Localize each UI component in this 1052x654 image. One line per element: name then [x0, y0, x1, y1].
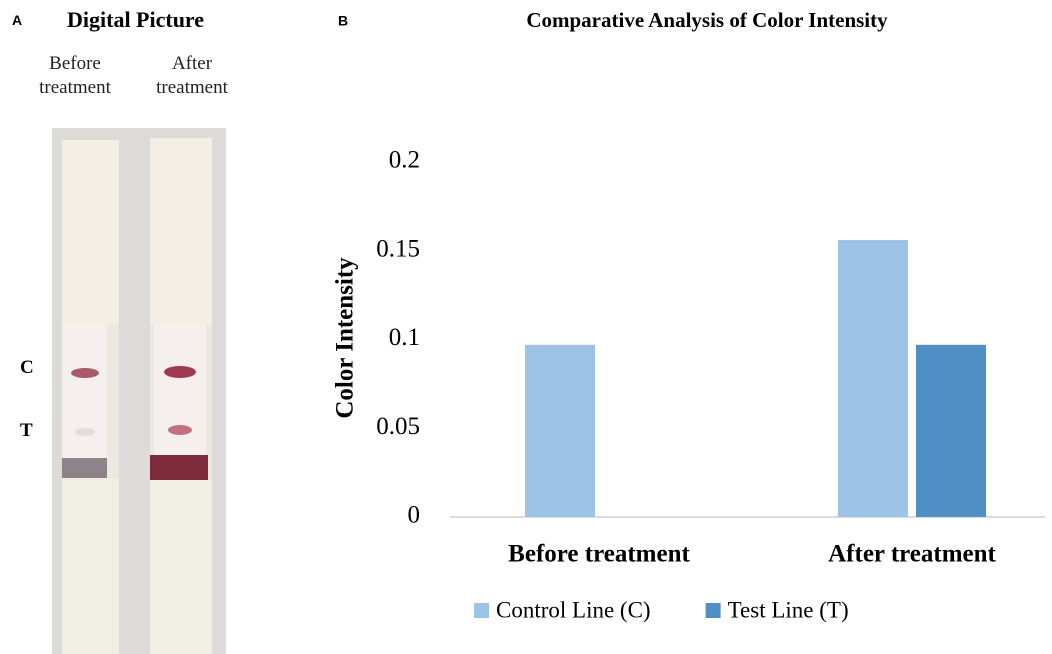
- line-label: C: [20, 357, 34, 378]
- y-tick-label: 0.2: [389, 147, 420, 174]
- bar: [838, 240, 908, 517]
- legend-label: Control Line (C): [496, 597, 651, 622]
- legend-swatch: [705, 603, 721, 618]
- y-tick-label: 0.05: [376, 413, 420, 440]
- panel-label: A: [12, 12, 23, 28]
- y-tick-label: 0: [408, 502, 421, 529]
- x-tick-label: Before treatment: [508, 541, 690, 568]
- bar: [525, 344, 595, 517]
- legend-swatch: [474, 603, 489, 618]
- chart-title: Comparative Analysis of Color Intensity: [526, 8, 888, 32]
- y-tick-label: 0.15: [376, 235, 420, 262]
- x-tick-label: After treatment: [828, 541, 996, 568]
- panel-title: Digital Picture: [67, 7, 205, 32]
- panel-label: B: [338, 13, 348, 29]
- column-label: Before treatment: [39, 53, 111, 98]
- legend-label: Test Line (T): [728, 597, 849, 622]
- y-axis-title: Color Intensity: [332, 257, 359, 419]
- bar: [916, 344, 986, 517]
- strip-photo: [52, 128, 226, 654]
- line-label: T: [20, 420, 33, 441]
- y-tick-label: 0.1: [389, 324, 420, 351]
- column-label: After treatment: [156, 53, 228, 98]
